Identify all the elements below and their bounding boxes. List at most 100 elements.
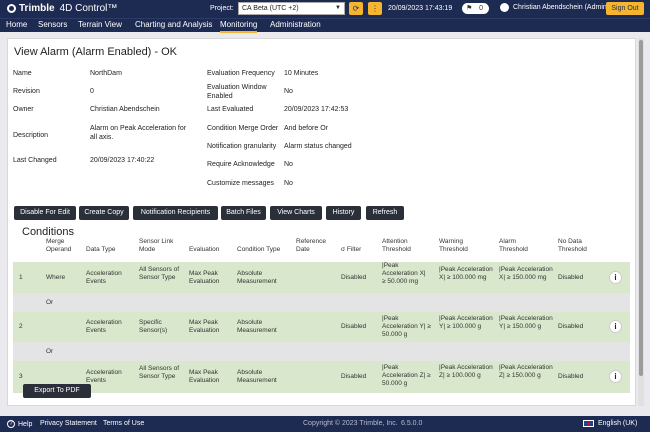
conditions-title: Conditions <box>22 226 74 238</box>
brand-logo[interactable]: Trimble 4D Control™ <box>7 3 117 14</box>
warning-threshold: |Peak Acceleration X| ≥ 100.000 mg <box>439 266 493 281</box>
column-header: Condition Type <box>237 246 281 253</box>
help-label: Help <box>18 420 33 428</box>
refresh-button[interactable]: Refresh <box>366 206 404 220</box>
product-name: 4D Control™ <box>59 3 118 14</box>
history-button[interactable]: History <box>326 206 361 220</box>
export-pdf-button[interactable]: Export To PDF <box>23 384 91 398</box>
merge-order-value: And before Or <box>284 125 328 132</box>
row-number: 2 <box>19 323 23 330</box>
help-icon: ? <box>7 420 15 428</box>
sign-out-button[interactable]: Sign Out <box>606 2 644 15</box>
tab-home[interactable]: Home <box>6 20 28 29</box>
table-row[interactable]: 3 Acceleration Events All Sensors of Sen… <box>13 361 630 393</box>
customize-messages-label: Customize messages <box>207 180 274 187</box>
evaluation: Max Peak Evaluation <box>189 369 220 384</box>
column-header: σ Filter <box>341 246 362 253</box>
notification-count: 0 <box>479 5 483 12</box>
last-changed-label: Last Changed <box>13 157 57 164</box>
description-value: Alarm on Peak Acceleration for all axis. <box>90 125 187 141</box>
sigma-filter: Disabled <box>341 373 367 380</box>
attention-threshold: |Peak Acceleration Y| ≥ 50.000 g <box>382 315 431 338</box>
copyright: Copyright © 2023 Trimble, Inc. <box>303 420 398 427</box>
table-row[interactable]: 2 Acceleration Events Specific Sensor(s)… <box>13 312 630 342</box>
notification-granularity-label: Notification granularity <box>207 143 277 150</box>
warning-threshold: |Peak Acceleration Y| ≥ 100.000 g <box>439 315 493 330</box>
last-evaluated-value: 20/09/2023 17:42:53 <box>284 106 349 113</box>
notifications-button[interactable]: ⚑ 0 <box>462 3 489 14</box>
info-icon[interactable]: i <box>609 370 622 383</box>
alarm-threshold: |Peak Acceleration Y| ≥ 150.000 g <box>499 315 553 330</box>
tab-sensors[interactable]: Sensors <box>38 20 68 29</box>
project-select-value: CA Beta (UTC +2) <box>242 5 299 12</box>
require-ack-label: Require Acknowledge <box>207 161 275 168</box>
user-menu[interactable]: Christian Abendschein (Admin) <box>500 3 609 12</box>
alarm-threshold: |Peak Acceleration X| ≥ 150.000 mg <box>499 266 553 281</box>
avatar-icon <box>500 3 509 12</box>
privacy-link[interactable]: Privacy Statement <box>40 420 97 427</box>
last-evaluated-label: Last Evaluated <box>207 106 254 113</box>
last-changed-value: 20/09/2023 17:40:22 <box>90 157 155 164</box>
attention-threshold: |Peak Acceleration X| ≥ 50.000 mg <box>382 262 426 285</box>
merge-order-label: Condition Merge Order <box>207 125 279 132</box>
warning-threshold: |Peak Acceleration Z| ≥ 100.000 g <box>439 364 493 379</box>
language-selector[interactable]: English (UK) <box>583 420 637 427</box>
owner-label: Owner <box>13 106 34 113</box>
view-charts-button[interactable]: View Charts <box>270 206 322 220</box>
scrollbar-thumb[interactable] <box>639 40 643 376</box>
tab-terrain-view[interactable]: Terrain View <box>78 20 122 29</box>
more-icon[interactable]: ⋮ <box>368 2 382 15</box>
project-select[interactable]: CA Beta (UTC +2) ▼ <box>238 2 345 15</box>
row-number: 1 <box>19 274 23 281</box>
batch-files-button[interactable]: Batch Files <box>221 206 266 220</box>
tab-monitoring[interactable]: Monitoring <box>220 19 258 33</box>
project-label: Project: <box>210 5 234 12</box>
info-icon[interactable]: i <box>609 320 622 333</box>
help-link[interactable]: ? Help <box>7 420 32 428</box>
eval-frequency-value: 10 Minutes <box>284 70 319 77</box>
column-header: No Data Threshold <box>558 238 587 253</box>
sensor-link-mode: All Sensors of Sensor Type <box>139 365 180 380</box>
create-copy-button[interactable]: Create Copy <box>79 206 129 220</box>
evaluation: Max Peak Evaluation <box>189 319 220 334</box>
eval-window-label: Evaluation Window Enabled <box>207 84 267 100</box>
column-header: Sensor Link Mode <box>139 238 174 253</box>
merge-operand: Or <box>46 348 54 355</box>
sigma-filter: Disabled <box>341 323 367 330</box>
sensor-link-mode: All Sensors of Sensor Type <box>139 266 180 281</box>
owner-value: Christian Abendschein <box>90 106 160 113</box>
disable-for-edit-button[interactable]: Disable For Edit <box>14 206 76 220</box>
column-header: Warning Threshold <box>439 238 468 253</box>
condition-type: Absolute Measurement <box>237 319 277 334</box>
chevron-down-icon: ▼ <box>335 5 341 11</box>
require-ack-value: No <box>284 161 293 168</box>
no-data-threshold: Disabled <box>558 274 584 281</box>
condition-type: Absolute Measurement <box>237 369 277 384</box>
data-type: Acceleration Events <box>86 369 122 384</box>
notification-granularity-value: Alarm status changed <box>284 143 352 150</box>
brand-name: Trimble <box>19 3 55 14</box>
row-number: 3 <box>19 373 23 380</box>
eval-window-value: No <box>284 88 293 95</box>
page-scrollbar[interactable] <box>638 38 644 406</box>
notification-recipients-button[interactable]: Notification Recipients <box>133 206 218 220</box>
tab-administration[interactable]: Administration <box>270 20 321 29</box>
name-value: NorthDam <box>90 70 122 77</box>
tab-charting-analysis[interactable]: Charting and Analysis <box>135 20 213 29</box>
name-label: Name <box>13 70 32 77</box>
footer: ? Help Privacy Statement Terms of Use Co… <box>0 416 650 432</box>
refresh-icon[interactable]: ⟳ <box>349 2 363 15</box>
uk-flag-icon <box>583 420 594 427</box>
separator-row: Or <box>13 293 630 312</box>
condition-type: Absolute Measurement <box>237 270 277 285</box>
revision-value: 0 <box>90 88 94 95</box>
table-row[interactable]: 1 Where Acceleration Events All Sensors … <box>13 262 630 293</box>
separator-row: Or <box>13 342 630 361</box>
terms-link[interactable]: Terms of Use <box>103 420 145 427</box>
column-header: Alarm Threshold <box>499 238 528 253</box>
data-type: Acceleration Events <box>86 319 122 334</box>
info-icon[interactable]: i <box>609 271 622 284</box>
language-label: English (UK) <box>598 420 638 427</box>
column-header: Merge Operand <box>46 238 72 253</box>
column-header: Attention Threshold <box>382 238 411 253</box>
